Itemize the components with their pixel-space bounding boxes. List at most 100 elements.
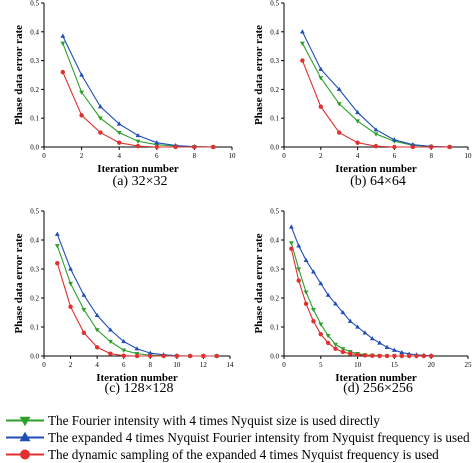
y-axis-label: Phase data error rate — [13, 25, 25, 125]
y-tick-label: 0.2 — [30, 295, 39, 303]
series-3-point — [377, 353, 382, 359]
series-3-point — [161, 353, 166, 359]
panel-caption: (c) 128×128 — [105, 381, 174, 396]
series-3-point — [318, 104, 323, 109]
x-tick-label: 15 — [391, 361, 399, 369]
y-tick-label: 0.4 — [270, 28, 279, 36]
series-2-point — [54, 231, 60, 236]
x-tick-label: 10 — [173, 361, 181, 369]
series-3-point — [348, 351, 353, 356]
x-tick-label: 0 — [282, 361, 286, 369]
x-tick-label: 2 — [319, 152, 323, 160]
x-tick-label: 0 — [282, 152, 286, 160]
y-tick-label: 0.5 — [270, 0, 279, 8]
series-line-3 — [290, 248, 432, 357]
series-2-point — [311, 269, 316, 274]
x-tick-label: 10 — [354, 361, 362, 369]
series-2-point — [391, 347, 397, 352]
series-2-point — [135, 132, 141, 138]
y-tick-label: 0.3 — [270, 266, 279, 274]
series-line-2 — [56, 234, 217, 357]
y-tick-label: 0.5 — [30, 0, 39, 8]
series-3-point — [392, 353, 397, 359]
series-1-point — [311, 307, 316, 313]
legend-swatch — [6, 449, 44, 460]
y-tick-label: 0.0 — [30, 144, 39, 152]
series-3-point — [201, 353, 206, 359]
series-2-point — [333, 301, 338, 306]
y-tick-label: 0.3 — [30, 266, 39, 274]
x-axis-label: Iteration number — [335, 163, 417, 175]
x-tick-label: 8 — [429, 152, 433, 160]
y-tick-label: 0.5 — [30, 208, 39, 216]
series-2-point — [336, 86, 342, 92]
series-2-point — [108, 327, 113, 332]
y-axis-label: Phase data error rate — [253, 233, 265, 333]
y-tick-label: 0.2 — [30, 86, 39, 94]
series-1-point — [340, 347, 346, 352]
series-3-point — [370, 353, 375, 358]
y-tick-label: 0.3 — [270, 57, 279, 65]
panel-caption: (a) 32×32 — [113, 174, 168, 189]
legend-swatch — [6, 431, 44, 442]
series-1-point — [333, 342, 338, 347]
series-1-point — [325, 334, 331, 339]
series-1-point — [318, 76, 324, 81]
legend-entry-2: The expanded 4 times Nyquist Fourier int… — [0, 429, 474, 446]
series-2-point — [355, 324, 361, 329]
series-line-1 — [62, 43, 214, 148]
series-2-point — [147, 350, 153, 355]
series-2-point — [318, 66, 324, 71]
series-2-point — [355, 109, 361, 115]
x-tick-label: 6 — [393, 152, 397, 160]
x-tick-label: 5 — [319, 361, 323, 369]
series-3-point — [337, 130, 342, 135]
legend-marker-triangle-up — [19, 431, 31, 442]
y-tick-label: 0.4 — [30, 28, 39, 36]
x-tick-label: 2 — [69, 361, 73, 369]
series-3-point — [303, 301, 309, 306]
legend-entry-3: The dynamic sampling of the expanded 4 t… — [0, 446, 474, 463]
x-axis-label: Iteration number — [335, 372, 417, 384]
y-tick-label: 0.1 — [270, 324, 279, 332]
series-line-1 — [301, 43, 450, 148]
series-2-point — [81, 292, 87, 297]
y-tick-label: 0.1 — [30, 324, 39, 332]
x-tick-label: 0 — [42, 152, 46, 160]
series-2-point — [94, 312, 100, 318]
series-2-point — [384, 344, 390, 349]
series-3-point — [79, 113, 84, 118]
legend-entry-1: The Fourier intensity with 4 times Nyqui… — [0, 412, 474, 429]
series-2-point — [68, 266, 73, 271]
series-1-point — [54, 244, 60, 249]
x-axis-label: Iteration number — [97, 163, 179, 175]
series-1-point — [288, 241, 294, 246]
x-tick-label: 4 — [356, 152, 360, 160]
series-2-point — [347, 318, 353, 323]
series-1-point — [94, 328, 100, 333]
series-2-point — [116, 121, 122, 126]
x-tick-label: 4 — [117, 152, 121, 160]
series-3-point — [373, 143, 379, 149]
legend-label: The dynamic sampling of the expanded 4 t… — [48, 447, 439, 462]
series-2-point — [325, 292, 331, 297]
series-3-point — [108, 351, 113, 356]
x-tick-label: 10 — [229, 152, 237, 160]
y-tick-label: 0.5 — [270, 208, 279, 216]
series-2-point — [121, 338, 127, 344]
series-3-point — [340, 349, 346, 355]
series-3-point — [414, 353, 419, 359]
series-3-point — [117, 140, 122, 145]
series-2-point — [299, 29, 305, 34]
series-3-point — [311, 319, 316, 324]
series-2-point — [296, 243, 302, 248]
series-3-point — [406, 353, 412, 359]
y-tick-label: 0.1 — [30, 115, 39, 123]
y-tick-label: 0.0 — [30, 353, 39, 361]
series-2-point — [288, 224, 294, 229]
y-tick-label: 0.2 — [270, 86, 279, 94]
x-tick-label: 14 — [227, 361, 235, 369]
x-tick-label: 10 — [465, 152, 473, 160]
series-2-point — [377, 340, 383, 345]
series-3-point — [429, 353, 434, 359]
